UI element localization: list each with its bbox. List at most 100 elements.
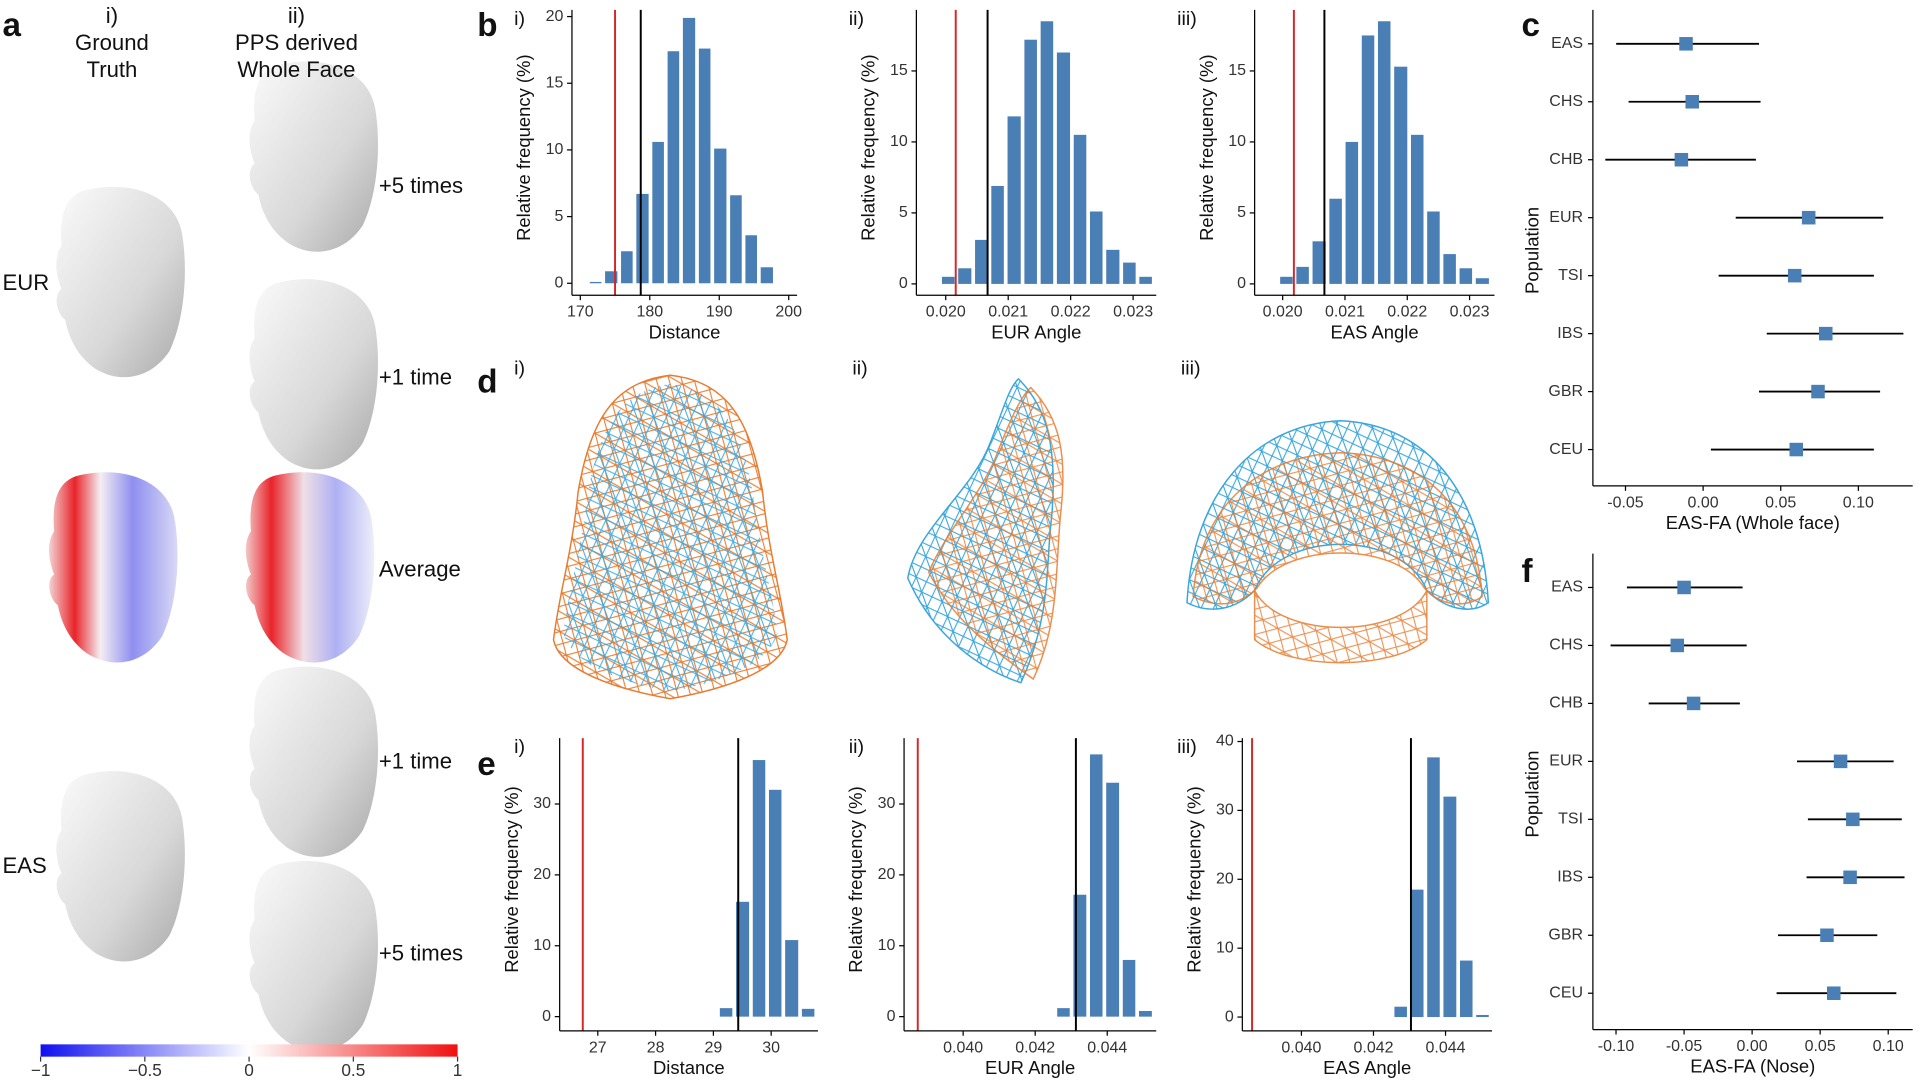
y-tick-label: CEU (1549, 441, 1583, 458)
y-tick-label: EUR (1549, 209, 1583, 226)
bar (785, 940, 799, 1017)
panel-label: c (1522, 7, 1540, 44)
x-tick-label: 0.040 (1281, 1039, 1321, 1056)
y-tick-label: EAS (1551, 579, 1583, 596)
x-axis-title: EAS Angle (1330, 321, 1418, 342)
point (1686, 696, 1701, 711)
bar (714, 148, 727, 284)
bar (752, 760, 766, 1017)
y-tick-label: 10 (890, 133, 908, 150)
y-axis-title: Relative frequency (%) (501, 786, 522, 973)
sub-label: ii) (849, 8, 864, 30)
colorbar-tick-label: 1 (453, 1060, 463, 1080)
y-axis-title: Population (1522, 750, 1543, 837)
x-axis-title: EUR Angle (991, 321, 1081, 342)
bar (1122, 959, 1136, 1017)
y-tick-label: 30 (878, 795, 896, 812)
point (1674, 152, 1689, 167)
column-header: ii) (288, 3, 305, 28)
step-label: +5 times (379, 940, 463, 965)
bar (667, 51, 680, 284)
y-tick-label: 10 (533, 937, 551, 954)
point (1827, 986, 1841, 1000)
y-tick-label: 10 (546, 141, 564, 158)
y-tick-label: IBS (1557, 325, 1583, 342)
bar (1377, 21, 1391, 284)
y-tick-label: CHS (1549, 637, 1583, 654)
point (1818, 326, 1833, 341)
bar (1139, 276, 1152, 284)
x-tick-label: -0.05 (1607, 494, 1644, 511)
bar (1057, 1008, 1070, 1017)
column-header: PPS derived (235, 30, 358, 55)
y-tick-label: 15 (546, 74, 564, 91)
x-axis-title: EAS-FA (Nose) (1690, 1056, 1815, 1077)
y-tick-label: 10 (1228, 133, 1246, 150)
bar (1089, 754, 1103, 1017)
bar (1476, 1014, 1489, 1018)
point (1833, 754, 1848, 769)
bar (1329, 198, 1342, 284)
nose-meshes (552, 374, 1490, 700)
step-label: +1 time (379, 365, 452, 390)
x-tick-label: 0.05 (1805, 1038, 1836, 1055)
panel-label: b (477, 7, 497, 44)
bar (760, 267, 773, 284)
y-axis-title: Relative frequency (%) (845, 786, 866, 973)
panel-label: a (2, 7, 21, 44)
colorbar-tick-label: −1 (31, 1060, 51, 1080)
y-tick-label: CHB (1549, 695, 1583, 712)
point (1811, 384, 1825, 399)
y-tick-label: 20 (546, 8, 564, 25)
y-tick-label: 5 (899, 204, 908, 221)
y-tick-label: 0 (887, 1008, 896, 1025)
column-header: Truth (87, 57, 138, 82)
panel-label: d (477, 364, 497, 401)
x-tick-label: 0.021 (1325, 304, 1365, 321)
x-tick-label: 170 (567, 304, 594, 321)
x-axis-title: EAS-FA (Whole face) (1666, 512, 1840, 533)
bar (958, 268, 972, 284)
y-tick-label: IBS (1557, 869, 1583, 886)
column-header: Whole Face (237, 57, 355, 82)
bar (1056, 52, 1071, 284)
x-tick-label: 200 (775, 304, 802, 321)
y-tick-label: 5 (554, 208, 563, 225)
bar (1123, 262, 1136, 284)
point (1677, 580, 1691, 595)
bar (1106, 249, 1120, 284)
bar (1427, 211, 1440, 284)
y-tick-label: 20 (533, 866, 551, 883)
column-header: Ground (75, 30, 149, 55)
sub-label: i) (514, 357, 525, 379)
y-tick-label: CHB (1549, 151, 1583, 168)
x-axis-title: EUR Angle (985, 1057, 1075, 1078)
x-axis-title: Distance (653, 1057, 725, 1078)
y-tick-label: EAS (1551, 35, 1583, 52)
x-tick-label: 0.00 (1737, 1038, 1768, 1055)
face-renders (48, 61, 379, 1052)
x-axis-title: EAS Angle (1323, 1057, 1411, 1078)
x-tick-label: 28 (647, 1039, 665, 1056)
point (1846, 812, 1860, 827)
row-label: EUR (2, 270, 49, 295)
y-tick-label: 20 (1216, 871, 1234, 888)
y-tick-label: 0 (1225, 1008, 1234, 1025)
x-tick-label: 0.10 (1843, 494, 1874, 511)
bar (1410, 889, 1424, 1018)
bar (801, 1008, 815, 1017)
y-axis-title: Relative frequency (%) (1183, 786, 1204, 973)
x-tick-label: 0.044 (1087, 1039, 1127, 1056)
y-tick-label: 0 (1237, 275, 1246, 292)
x-tick-label: 0.044 (1426, 1039, 1466, 1056)
y-tick-label: 0 (899, 275, 908, 292)
y-tick-label: 10 (878, 937, 896, 954)
x-axis-title: Distance (649, 321, 721, 342)
bar (1443, 796, 1457, 1018)
point (1820, 928, 1834, 943)
sub-label: ii) (852, 357, 867, 379)
y-axis-title: Population (1522, 207, 1543, 294)
y-tick-label: 20 (878, 866, 896, 883)
bar (1138, 1010, 1152, 1017)
